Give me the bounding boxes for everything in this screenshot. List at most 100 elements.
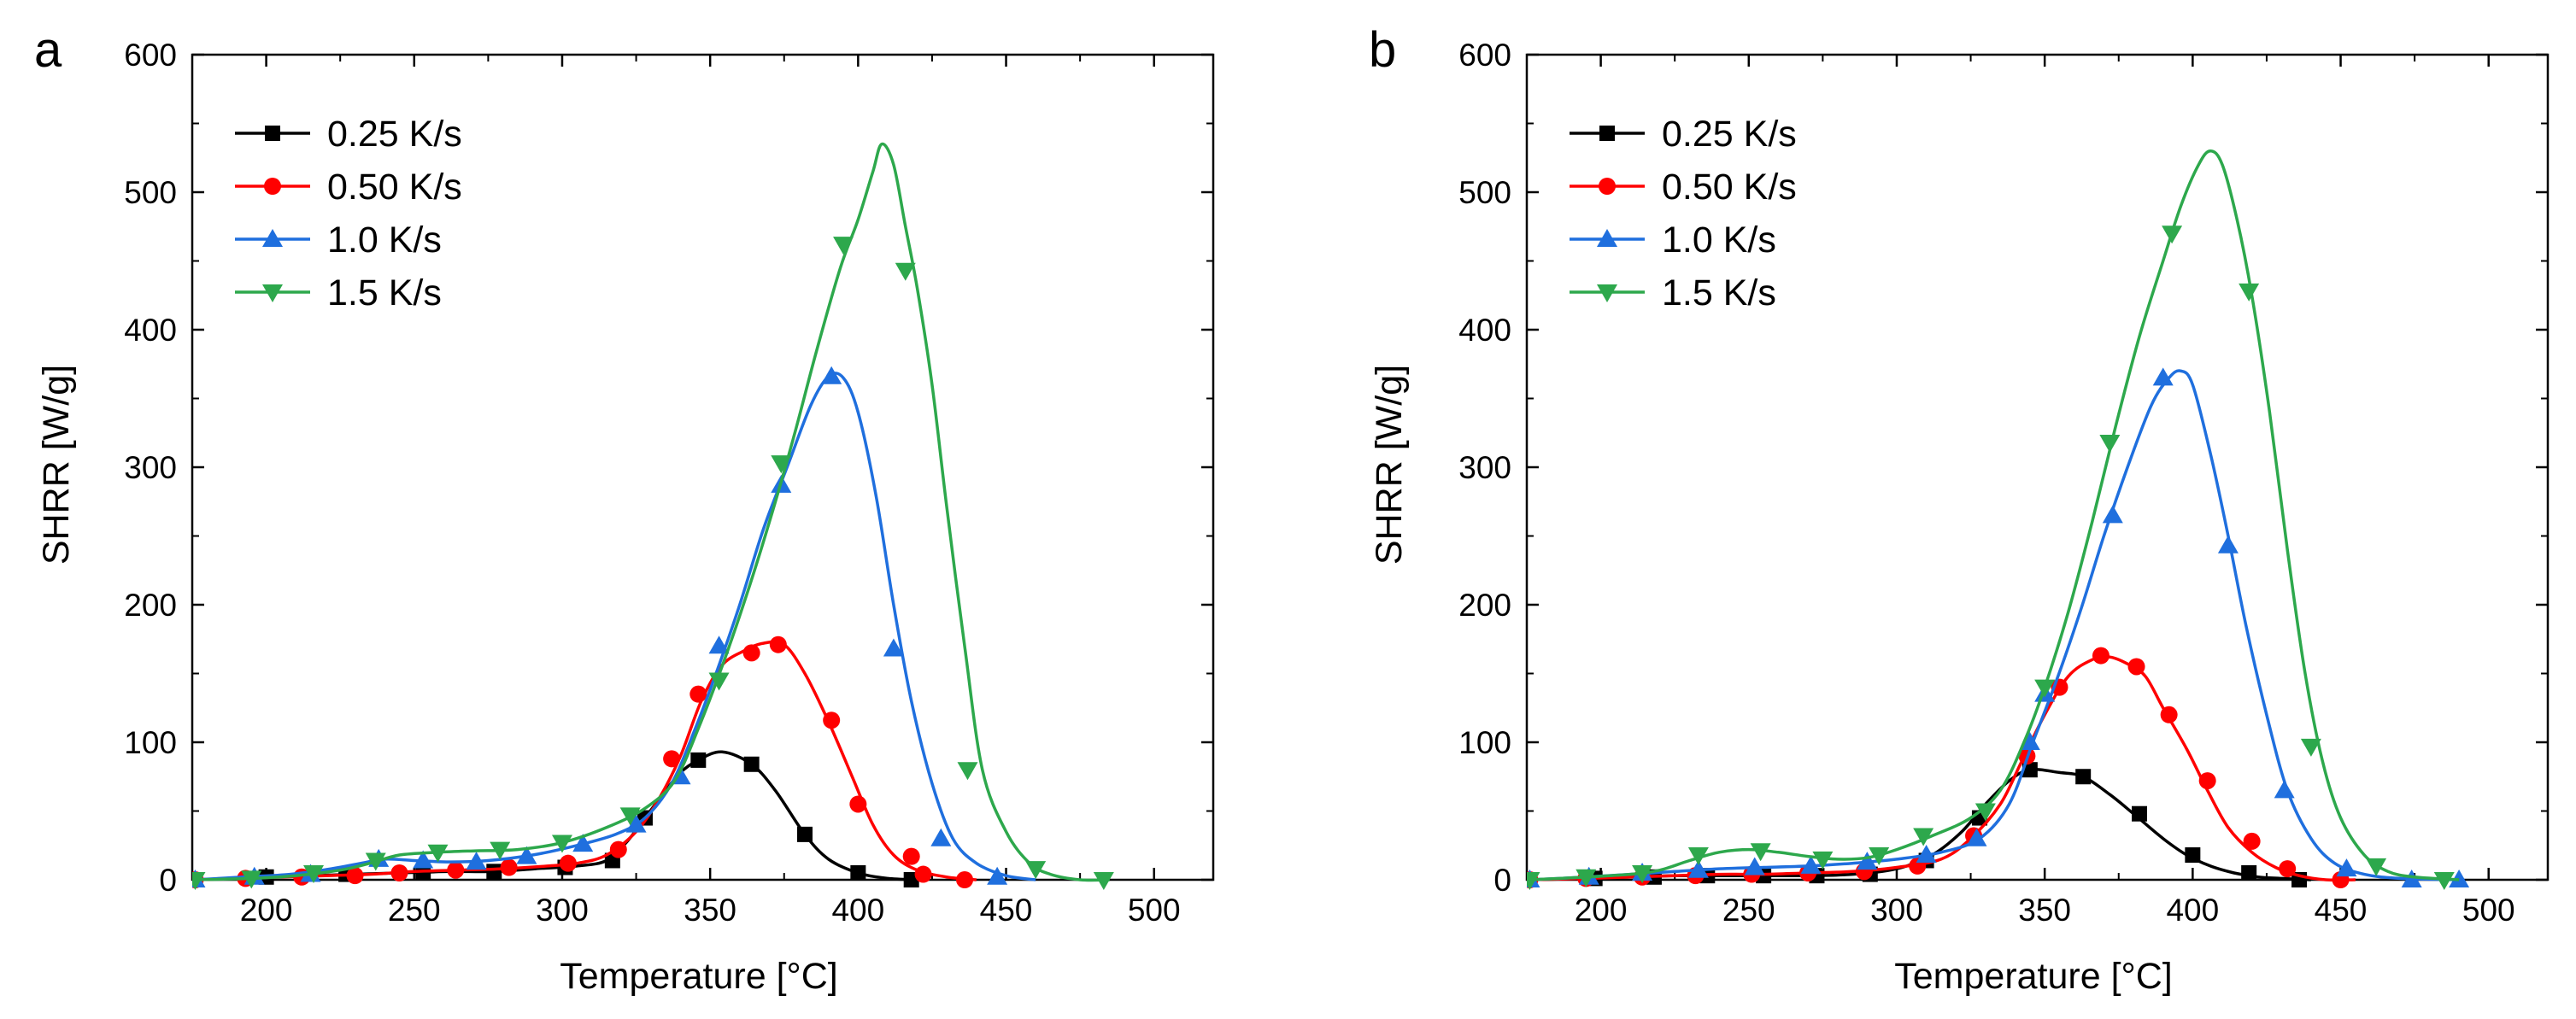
data-point bbox=[2034, 679, 2056, 698]
legend-marker bbox=[262, 284, 283, 302]
series-0-25-k-s bbox=[192, 750, 919, 887]
y-tick-label: 100 bbox=[124, 725, 177, 760]
legend-label: 1.5 K/s bbox=[1662, 272, 1776, 313]
data-point bbox=[689, 685, 707, 703]
data-point bbox=[241, 870, 262, 889]
legend-marker bbox=[264, 178, 281, 195]
data-point bbox=[902, 847, 920, 865]
series-line bbox=[195, 372, 1036, 881]
legend: 0.25 K/s 0.50 K/s 1.0 K/s 1.5 K/s bbox=[1570, 114, 1797, 313]
data-point bbox=[1975, 803, 1996, 822]
data-point bbox=[2162, 225, 2183, 244]
y-tick-label: 200 bbox=[124, 588, 177, 623]
data-point bbox=[821, 366, 842, 384]
chart-panel-a: a 200 250 300 350 400 450 500 0 100 200 300 400 500 6… bbox=[34, 22, 1215, 997]
data-point bbox=[447, 861, 465, 879]
x-tick-label: 250 bbox=[1722, 893, 1775, 928]
legend-marker bbox=[262, 229, 283, 247]
data-point bbox=[849, 795, 867, 813]
data-point bbox=[486, 864, 502, 880]
x-tick-label: 250 bbox=[388, 893, 441, 928]
y-axis-title-a: SHRR [W/g] bbox=[36, 365, 77, 565]
data-point bbox=[956, 871, 974, 888]
panel-label-b: b bbox=[1369, 22, 1396, 78]
legend-label: 0.25 K/s bbox=[1662, 114, 1797, 155]
series-1-0-k-s bbox=[192, 366, 1036, 887]
data-point bbox=[1576, 869, 1597, 887]
data-point bbox=[1812, 851, 1834, 870]
legend-marker bbox=[1599, 126, 1615, 141]
data-point bbox=[2198, 772, 2216, 790]
x-tick-label: 500 bbox=[1128, 893, 1181, 928]
data-point bbox=[427, 844, 449, 863]
x-tick-label: 450 bbox=[2315, 893, 2368, 928]
data-point bbox=[2127, 658, 2145, 676]
x-axis-title-a: Temperature [°C] bbox=[560, 956, 837, 997]
data-point bbox=[2336, 858, 2357, 877]
data-point bbox=[346, 867, 364, 885]
legend-label: 1.0 K/s bbox=[1662, 220, 1776, 261]
data-point bbox=[413, 850, 434, 869]
y-tick-label: 300 bbox=[124, 450, 177, 485]
series-1-5-k-s bbox=[1527, 149, 2460, 890]
data-point bbox=[771, 455, 792, 474]
data-point bbox=[2239, 283, 2260, 302]
data-point bbox=[192, 872, 206, 890]
legend-marker bbox=[265, 126, 280, 141]
data-layer bbox=[1527, 149, 2470, 890]
data-point bbox=[742, 644, 760, 662]
data-point bbox=[572, 834, 594, 852]
legend-item: 1.5 K/s bbox=[1570, 272, 1776, 313]
data-point bbox=[2217, 535, 2239, 553]
data-point bbox=[1744, 857, 1765, 876]
x-tick-label: 300 bbox=[536, 893, 589, 928]
data-point bbox=[663, 750, 681, 768]
y-tick-label: 200 bbox=[1458, 588, 1511, 623]
data-point bbox=[2099, 435, 2121, 454]
data-point bbox=[2274, 780, 2295, 799]
legend-marker bbox=[1597, 229, 1617, 247]
data-point bbox=[490, 841, 511, 860]
plot-area-b: 200 250 300 350 400 450 500 0 100 200 300 400 500 600… bbox=[1458, 38, 2550, 928]
legend-label: 0.50 K/s bbox=[1662, 167, 1797, 208]
data-point bbox=[1687, 859, 1709, 878]
y-axis-title-b: SHRR [W/g] bbox=[1369, 365, 1410, 565]
legend-label: 0.25 K/s bbox=[327, 114, 462, 155]
data-point bbox=[1916, 845, 1937, 864]
y-tick-label: 500 bbox=[124, 175, 177, 210]
data-point bbox=[1687, 847, 1709, 866]
data-point bbox=[303, 864, 325, 883]
data-point bbox=[2092, 647, 2110, 665]
data-point bbox=[2152, 367, 2174, 386]
data-point bbox=[390, 864, 408, 881]
data-point bbox=[1800, 855, 1822, 874]
legend-marker bbox=[1597, 284, 1617, 302]
data-point bbox=[1632, 864, 1653, 883]
data-point bbox=[2019, 732, 2040, 750]
data-point bbox=[2185, 847, 2201, 864]
data-layer bbox=[192, 142, 1114, 890]
x-tick-label: 350 bbox=[2018, 893, 2071, 928]
series-line bbox=[1529, 655, 2356, 882]
data-point bbox=[797, 826, 813, 842]
data-point bbox=[850, 864, 866, 881]
data-point bbox=[516, 846, 537, 864]
y-tick-label: 300 bbox=[1458, 450, 1511, 485]
legend-label: 1.0 K/s bbox=[327, 220, 442, 261]
data-point bbox=[609, 840, 627, 858]
data-point bbox=[2160, 706, 2178, 723]
legend-item: 1.0 K/s bbox=[1570, 220, 1776, 261]
legend-label: 1.5 K/s bbox=[327, 272, 442, 313]
data-point bbox=[1857, 852, 1878, 870]
data-point bbox=[2401, 870, 2422, 887]
data-point bbox=[2300, 738, 2321, 757]
legend-item: 0.25 K/s bbox=[235, 114, 462, 155]
data-point bbox=[2102, 505, 2123, 524]
data-point bbox=[895, 262, 916, 281]
data-point bbox=[708, 672, 730, 691]
data-point bbox=[1093, 872, 1114, 890]
data-point bbox=[625, 814, 647, 833]
legend-label: 0.50 K/s bbox=[327, 167, 462, 208]
data-point bbox=[551, 835, 572, 853]
